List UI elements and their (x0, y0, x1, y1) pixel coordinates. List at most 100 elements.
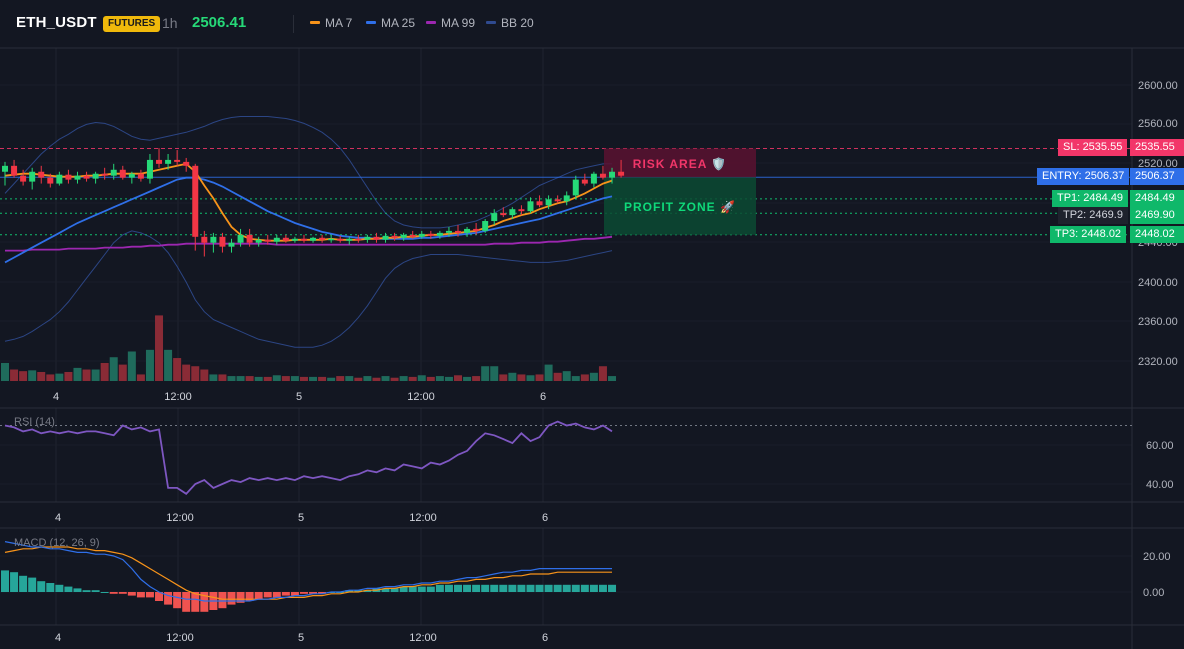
rsi-pane[interactable]: RSI (14) (0, 416, 1132, 495)
chart-header: ETH_USDT FUTURES 1h 2506.41 MA 7 MA 25 M… (0, 0, 1184, 48)
candle-body (310, 237, 317, 241)
volume-bar (191, 366, 200, 381)
legend-ma7[interactable]: MA 7 (310, 16, 352, 30)
tp1-tag-text: TP1: 2484.49 (1057, 192, 1124, 204)
candle-body (219, 236, 226, 247)
volume-bar (390, 377, 399, 381)
candlesticks[interactable] (2, 148, 625, 257)
candle-body (473, 228, 480, 231)
candle-body (2, 165, 8, 172)
price-axis-tick: 2360.00 (1138, 316, 1178, 328)
volume-bar (10, 369, 19, 381)
macd-hist-bar (299, 592, 308, 594)
legend-ma99-label: MA 99 (441, 16, 476, 30)
candle-body (201, 236, 208, 243)
candle-body (545, 199, 552, 206)
volume-bar (145, 349, 154, 381)
candle-body (29, 171, 36, 182)
macd-hist-bar (290, 592, 299, 596)
macd-hist-bar (608, 584, 617, 592)
candle-body (509, 209, 516, 216)
candle-body (38, 171, 45, 178)
macd-hist-bar (598, 584, 607, 592)
time-axis-tick: 12:00 (409, 512, 437, 524)
macd-hist-bar (28, 577, 37, 592)
macd-hist-bar (82, 590, 91, 592)
candle-body (273, 237, 280, 242)
candle-body (599, 173, 606, 178)
macd-hist-bar (417, 586, 426, 592)
tp1-tag[interactable]: TP1: 2484.49 (1052, 190, 1129, 207)
macd-hist-bar (19, 575, 28, 592)
candle-body (328, 238, 335, 241)
candle-body (291, 238, 298, 241)
candle-body (74, 175, 81, 180)
macd-pane[interactable]: MACD (12, 26, 9) (1, 537, 617, 612)
sl-tag[interactable]: SL: 2535.55 (1058, 139, 1128, 156)
time-axis-tick: 6 (542, 632, 548, 644)
ma25-swatch-icon (366, 21, 376, 25)
price-axis-tick: 2560.00 (1138, 118, 1178, 130)
legend-ma99[interactable]: MA 99 (426, 16, 475, 30)
price-axis-tick: 2600.00 (1138, 80, 1178, 92)
candle-body (527, 201, 534, 212)
trade-zones (604, 148, 756, 235)
macd-hist-bar (55, 584, 64, 592)
macd-label: MACD (12, 26, 9) (14, 537, 100, 549)
volume-bar (608, 376, 617, 381)
macd-signal-line (4, 546, 612, 600)
macd-hist-bar (254, 592, 263, 600)
volume-bar (236, 376, 245, 381)
volume-bar (281, 376, 290, 381)
rsi-axis-tick: 60.00 (1146, 440, 1174, 452)
macd-hist-bar (127, 592, 136, 596)
volume-bar (309, 376, 318, 381)
tp1-price-text: 2484.49 (1135, 192, 1175, 204)
rsi-label: RSI (14) (14, 416, 55, 428)
candle-body (609, 171, 616, 178)
tp3-tag[interactable]: TP3: 2448.02 (1050, 226, 1127, 243)
volume-bar (64, 371, 73, 381)
tp2-price-text: 2469.90 (1135, 209, 1175, 221)
sl-price-text: 2535.55 (1135, 141, 1175, 153)
last-price: 2506.41 (192, 14, 247, 31)
macd-hist-bar (118, 592, 127, 594)
candle-body (255, 239, 262, 243)
volume-bar (109, 357, 118, 381)
time-axis-tick: 12:00 (409, 632, 437, 644)
sl-price-label: 2535.55 (1130, 139, 1184, 156)
macd-hist-bar (173, 592, 182, 609)
candle-body (455, 230, 461, 233)
volume-bar (490, 366, 499, 381)
time-axis-tick: 12:00 (164, 391, 192, 403)
tp2-tag[interactable]: TP2: 2469.9 (1058, 207, 1128, 224)
candle-body (518, 209, 525, 212)
macd-hist-bar (589, 584, 598, 592)
candle-body (110, 169, 117, 176)
candle-body (500, 213, 507, 216)
macd-hist-bar (91, 590, 100, 592)
volume-bars (1, 315, 617, 381)
volume-bar (100, 362, 109, 381)
candle-body (445, 230, 452, 233)
candle-body (174, 159, 181, 162)
volume-bar (227, 376, 236, 381)
candle-body (101, 173, 108, 176)
candle-body (409, 234, 416, 237)
rsi-line (4, 420, 613, 495)
axes-labels: 2600.00 2560.00 2520.00 2400.00 2360.00 2320.… (53, 80, 1178, 644)
candle-body (618, 171, 625, 176)
candle-body (491, 213, 498, 222)
timeframe-selector[interactable]: 1h (162, 15, 178, 31)
macd-hist-bar (263, 592, 272, 598)
volume-bar (481, 366, 490, 381)
candle-body (319, 237, 326, 240)
legend-bb20[interactable]: BB 20 (486, 16, 534, 30)
symbol-name[interactable]: ETH_USDT (16, 14, 97, 31)
volume-bar (526, 375, 535, 381)
entry-tag[interactable]: ENTRY: 2506.37 (1037, 168, 1130, 185)
legend-ma25-label: MA 25 (381, 16, 416, 30)
macd-hist-bar (535, 584, 544, 592)
legend-ma25[interactable]: MA 25 (366, 16, 415, 30)
